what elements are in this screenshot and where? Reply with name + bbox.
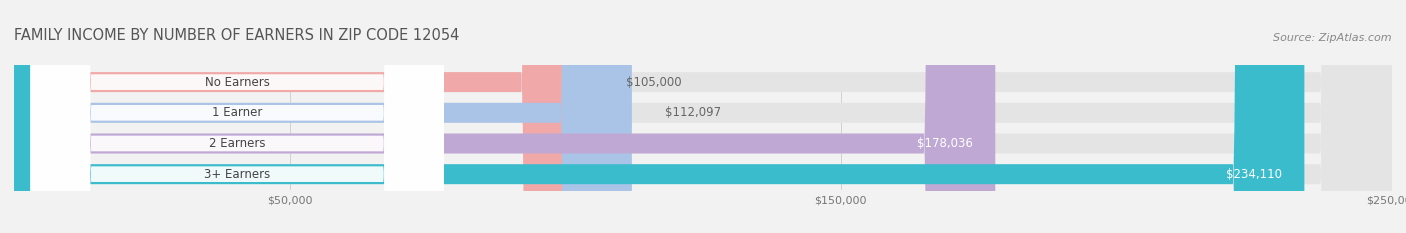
FancyBboxPatch shape bbox=[14, 0, 995, 233]
FancyBboxPatch shape bbox=[31, 0, 444, 233]
FancyBboxPatch shape bbox=[31, 0, 444, 233]
Text: No Earners: No Earners bbox=[205, 76, 270, 89]
FancyBboxPatch shape bbox=[14, 0, 1392, 233]
Text: 1 Earner: 1 Earner bbox=[212, 106, 263, 119]
Text: $105,000: $105,000 bbox=[626, 76, 682, 89]
Text: Source: ZipAtlas.com: Source: ZipAtlas.com bbox=[1274, 33, 1392, 43]
FancyBboxPatch shape bbox=[31, 0, 444, 233]
Text: 3+ Earners: 3+ Earners bbox=[204, 168, 270, 181]
FancyBboxPatch shape bbox=[14, 0, 1392, 233]
FancyBboxPatch shape bbox=[14, 0, 1392, 233]
FancyBboxPatch shape bbox=[14, 0, 631, 233]
FancyBboxPatch shape bbox=[14, 0, 1305, 233]
Text: $178,036: $178,036 bbox=[917, 137, 973, 150]
Text: $234,110: $234,110 bbox=[1226, 168, 1282, 181]
Text: $112,097: $112,097 bbox=[665, 106, 721, 119]
FancyBboxPatch shape bbox=[31, 0, 444, 233]
FancyBboxPatch shape bbox=[14, 0, 1392, 233]
Text: 2 Earners: 2 Earners bbox=[209, 137, 266, 150]
FancyBboxPatch shape bbox=[14, 0, 593, 233]
Text: FAMILY INCOME BY NUMBER OF EARNERS IN ZIP CODE 12054: FAMILY INCOME BY NUMBER OF EARNERS IN ZI… bbox=[14, 27, 460, 43]
